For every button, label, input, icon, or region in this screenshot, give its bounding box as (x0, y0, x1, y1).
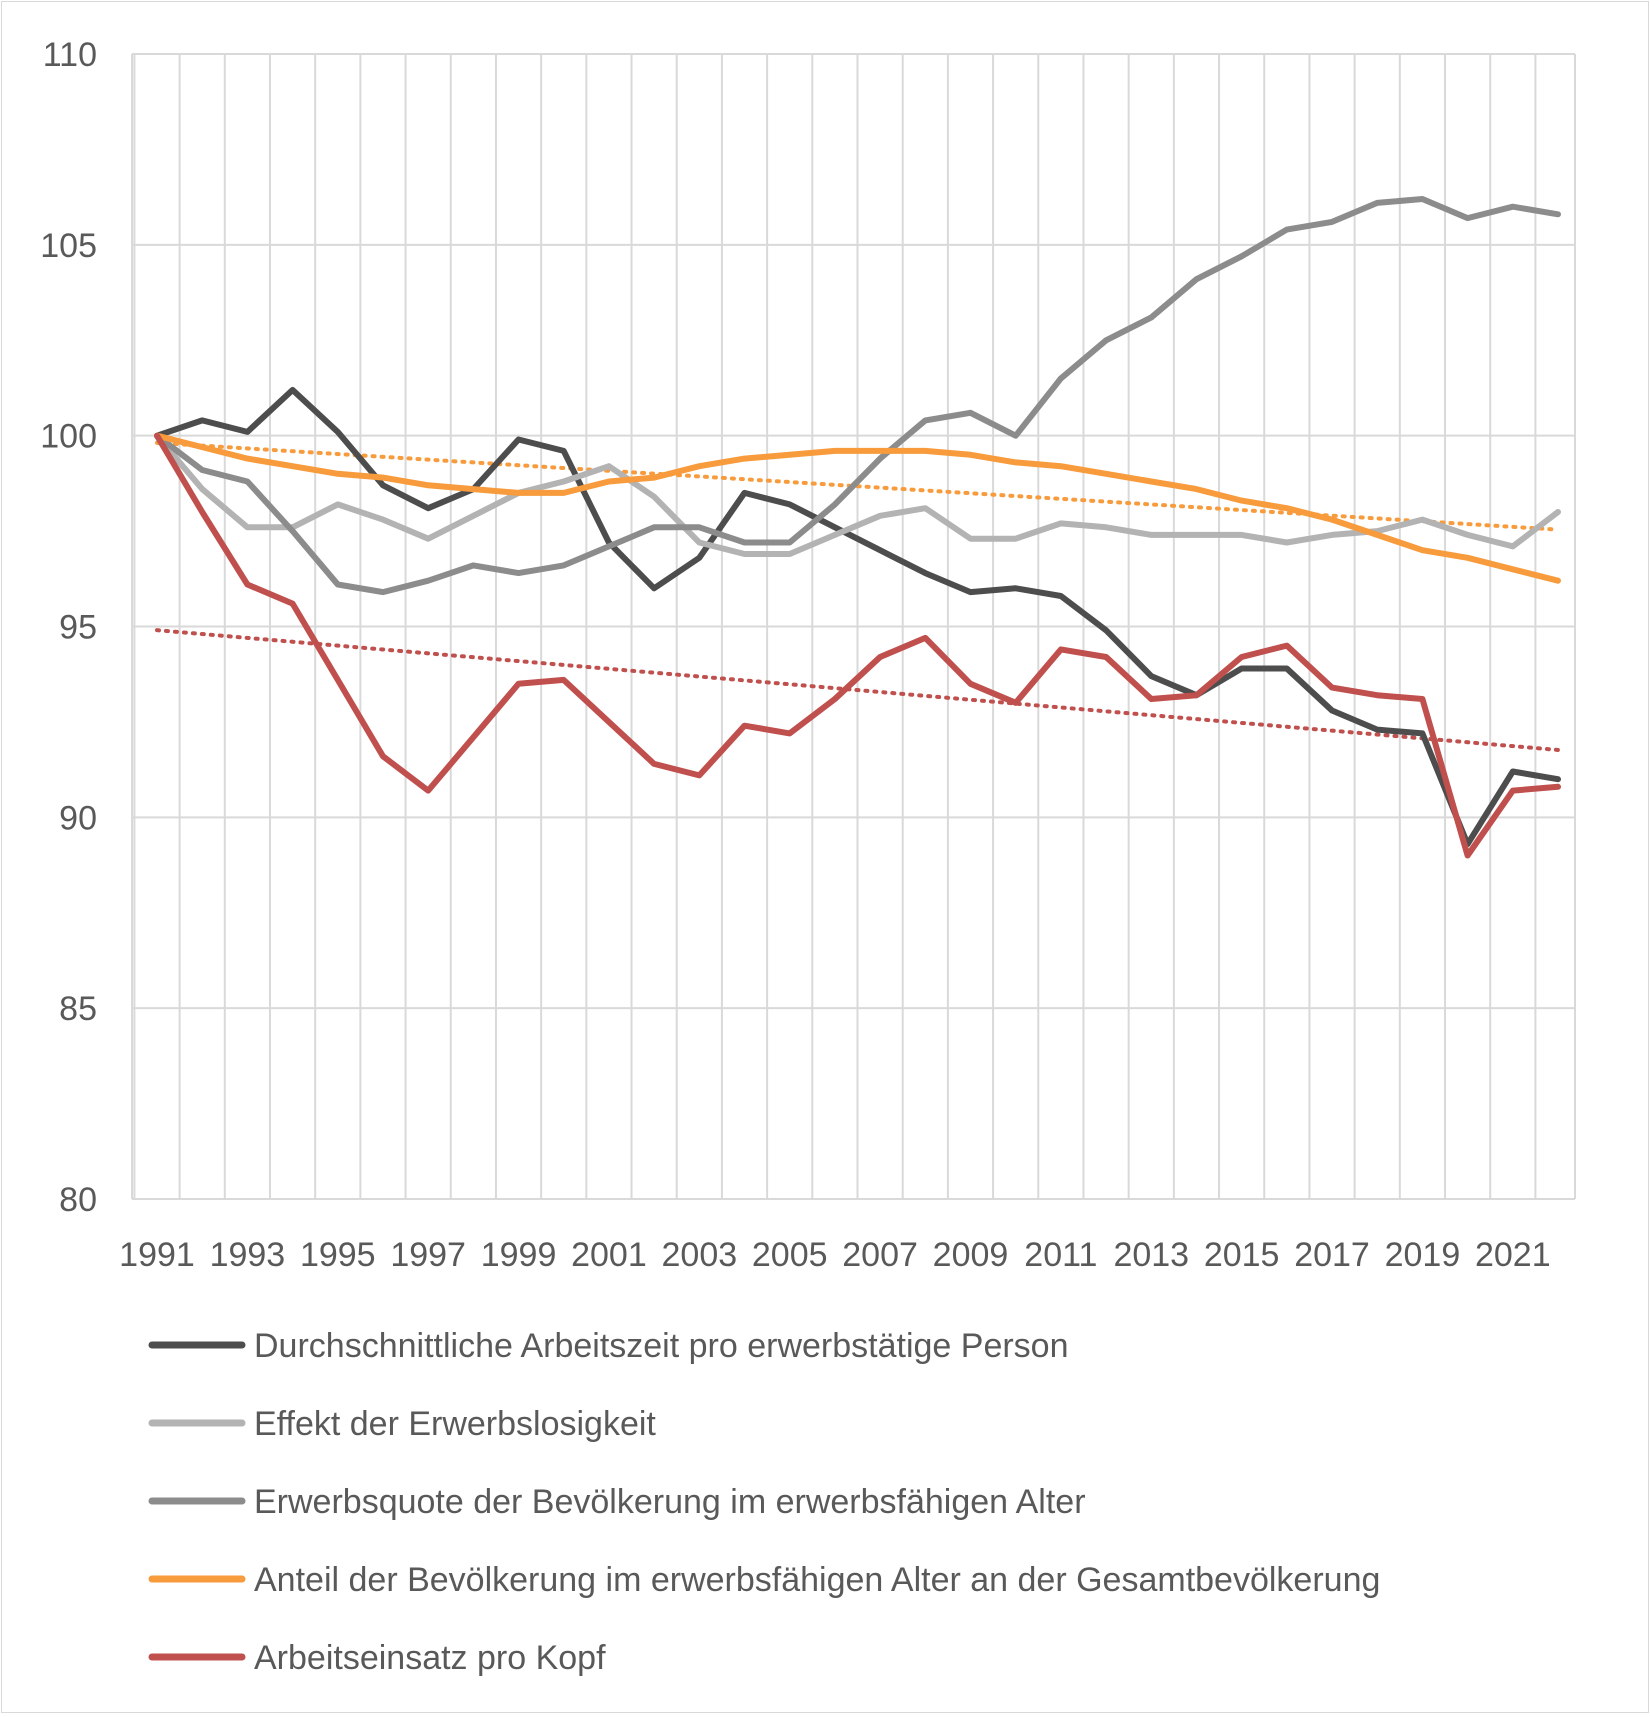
x-tick-label: 2009 (933, 1236, 1009, 1274)
series-line (154, 386, 1561, 848)
x-tick-label: 2003 (662, 1236, 738, 1274)
series-layer (154, 196, 1561, 859)
x-tick-label: 2015 (1204, 1236, 1280, 1274)
x-tick-label: 1999 (481, 1236, 557, 1274)
x-tick-label: 2019 (1385, 1236, 1461, 1274)
y-tick-label: 110 (43, 36, 97, 74)
x-tick-label: 1997 (390, 1236, 466, 1274)
y-axis-tick-labels: 80 85 90 95 100 105 110 (40, 36, 97, 1219)
legend-label: Arbeitseinsatz pro Kopf (254, 1639, 606, 1677)
y-tick-label: 95 (59, 609, 97, 647)
x-tick-label: 2007 (842, 1236, 918, 1274)
series-line (154, 432, 1561, 859)
legend-label: Effekt der Erwerbslosigkeit (254, 1405, 656, 1443)
trendline (155, 628, 1560, 752)
legend-label: Durchschnittliche Arbeitszeit pro erwerb… (254, 1327, 1069, 1365)
x-tick-label: 1993 (210, 1236, 286, 1274)
x-tick-label: 2001 (571, 1236, 647, 1274)
y-tick-label: 100 (40, 418, 97, 456)
x-tick-label: 2017 (1294, 1236, 1370, 1274)
x-tick-label: 1995 (300, 1236, 376, 1274)
x-axis-tick-labels: 1991 1993 1995 1997 1999 2001 2003 2005 2007 2009… (119, 1236, 1550, 1274)
y-tick-label: 80 (59, 1181, 97, 1219)
y-tick-label: 85 (59, 990, 97, 1028)
legend-label: Erwerbsquote der Bevölkerung im erwerbsf… (254, 1483, 1086, 1521)
y-tick-label: 90 (59, 799, 97, 837)
x-tick-label: 2013 (1113, 1236, 1189, 1274)
legend-label: Anteil der Bevölkerung im erwerbsfähigen… (254, 1561, 1380, 1599)
x-tick-label: 2021 (1475, 1236, 1551, 1274)
grid-layer (131, 53, 1576, 1200)
y-tick-label: 105 (40, 227, 97, 265)
legend: Durchschnittliche Arbeitszeit pro erwerb… (148, 1327, 1380, 1677)
x-tick-label: 2005 (752, 1236, 828, 1274)
series-line (154, 432, 1561, 557)
series-line (154, 196, 1561, 596)
series-line (154, 432, 1561, 584)
x-tick-label: 1991 (119, 1236, 195, 1274)
x-tick-label: 2011 (1024, 1236, 1097, 1274)
